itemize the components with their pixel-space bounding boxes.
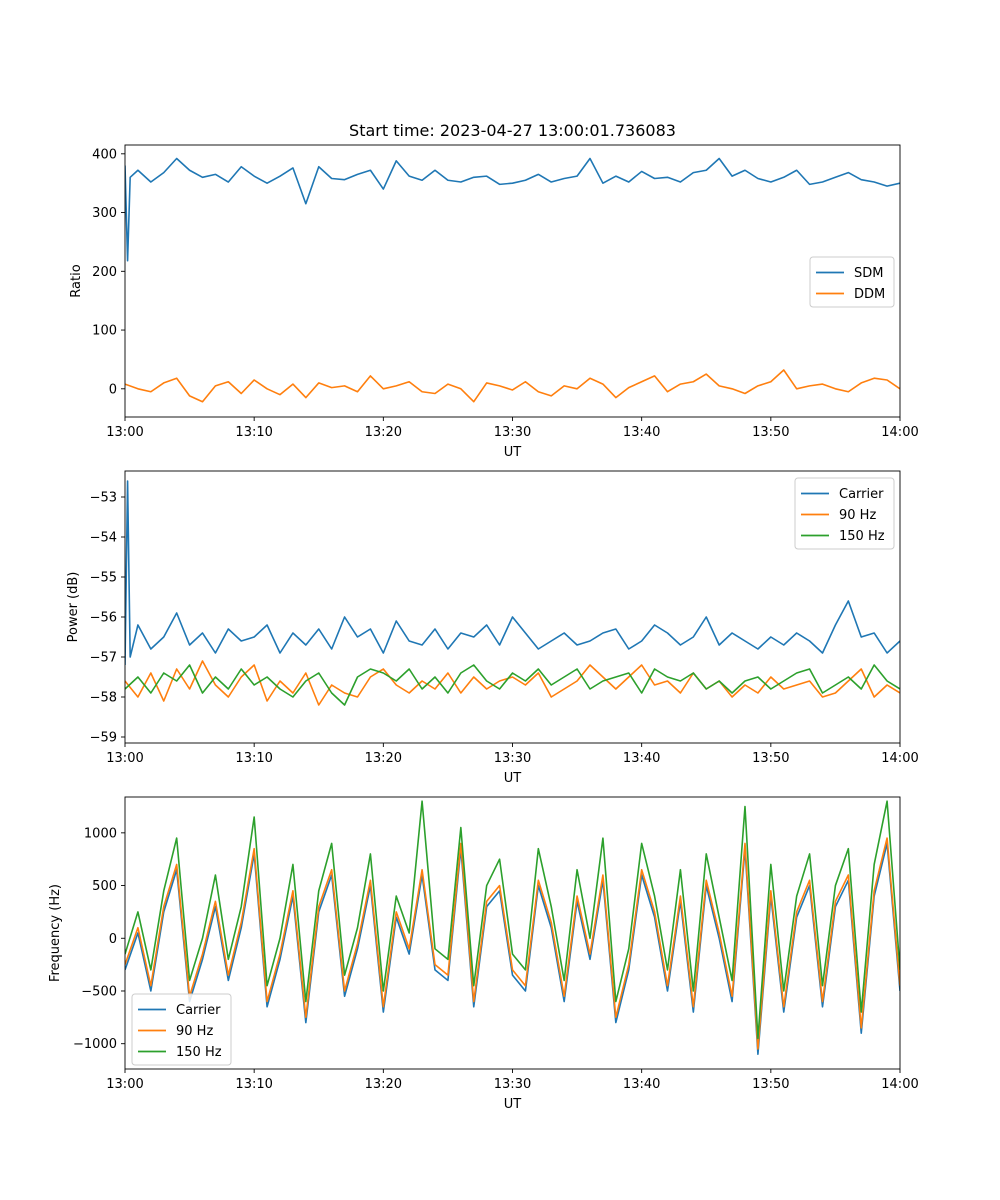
power-x-tick-label: 14:00 — [881, 751, 918, 766]
frequency-series-group — [125, 800, 900, 1056]
frequency-x-tick-label: 14:00 — [881, 1077, 918, 1092]
power-y-axis-label: Power (dB) — [66, 572, 81, 643]
power-legend-label-carrier: Carrier — [839, 487, 884, 502]
frequency-y-tick-label: 500 — [92, 879, 117, 894]
power-x-axis-label: UT — [504, 771, 522, 786]
frequency-x-tick-label: 13:40 — [623, 1077, 660, 1092]
frequency-series-90-hz-line — [125, 837, 900, 1050]
power-y-tick-label: −54 — [90, 531, 117, 546]
power-y-tick-label: −58 — [90, 691, 117, 706]
frequency-y-tick-label: 0 — [109, 932, 117, 947]
frequency-legend: Carrier 90 Hz 150 Hz — [131, 993, 232, 1066]
ratio-x-tick-label: 13:50 — [752, 425, 789, 440]
power-series-carrier-line — [125, 480, 900, 666]
ratio-x-tick-label: 13:00 — [106, 425, 143, 440]
power-series-90-hz-line — [125, 660, 900, 706]
figure-title: Start time: 2023-04-27 13:00:01.736083 — [349, 121, 676, 140]
ratio-x-tick-label: 13:40 — [623, 425, 660, 440]
power-y-tick-label: −57 — [90, 651, 117, 666]
ratio-legend-label-ddm: DDM — [854, 287, 885, 302]
power-panel: 13:00 13:10 13:20 13:30 13:40 13:50 14:00 −53 −5… — [66, 470, 919, 786]
frequency-legend-label-150-hz: 150 Hz — [176, 1045, 222, 1060]
frequency-y-tick-label: −500 — [81, 984, 117, 999]
power-x-tick-label: 13:50 — [752, 751, 789, 766]
frequency-legend-box — [131, 993, 232, 1066]
ratio-y-tick-label: 200 — [92, 265, 117, 280]
ratio-panel: 13:00 13:10 13:20 13:30 13:40 13:50 14:00 0 100 2… — [69, 144, 919, 460]
ratio-legend: SDM DDM — [809, 256, 895, 308]
frequency-y-axis-label: Frequency (Hz) — [48, 884, 63, 982]
frequency-panel: 13:00 13:10 13:20 13:30 13:40 13:50 14:00 1000 5… — [48, 796, 919, 1112]
power-x-tick-label: 13:00 — [106, 751, 143, 766]
frequency-legend-label-carrier: Carrier — [176, 1003, 221, 1018]
power-x-tick-label: 13:20 — [365, 751, 402, 766]
ratio-legend-box — [809, 256, 895, 308]
frequency-x-axis-label: UT — [504, 1097, 522, 1112]
ratio-x-axis-label: UT — [504, 445, 522, 460]
ratio-y-tick-label: 300 — [92, 206, 117, 221]
ratio-legend-label-sdm: SDM — [854, 266, 883, 281]
power-y-tick-label: −59 — [90, 731, 117, 746]
power-y-tick-label: −56 — [90, 611, 117, 626]
ratio-series-ddm-line — [125, 369, 900, 403]
power-y-tick-label: −55 — [90, 571, 117, 586]
frequency-x-tick-label: 13:50 — [752, 1077, 789, 1092]
ratio-x-tick-label: 13:20 — [365, 425, 402, 440]
power-series-group — [125, 480, 900, 706]
ratio-x-tick-label: 13:10 — [235, 425, 272, 440]
frequency-x-tick-label: 13:20 — [365, 1077, 402, 1092]
power-x-tick-label: 13:40 — [623, 751, 660, 766]
frequency-x-tick-label: 13:30 — [494, 1077, 531, 1092]
power-x-tick-label: 13:10 — [235, 751, 272, 766]
frequency-x-tick-label: 13:00 — [106, 1077, 143, 1092]
power-series-150-hz-line — [125, 664, 900, 706]
ratio-x-tick-label: 14:00 — [881, 425, 918, 440]
power-legend: Carrier 90 Hz 150 Hz — [794, 477, 895, 550]
frequency-series-150-hz-line — [125, 800, 900, 1040]
ratio-y-axis-label: Ratio — [69, 264, 84, 297]
ratio-series-group — [125, 157, 900, 403]
ratio-series-sdm-line — [125, 157, 900, 262]
power-x-tick-label: 13:30 — [494, 751, 531, 766]
power-legend-label-150-hz: 150 Hz — [839, 529, 885, 544]
ratio-y-tick-label: 0 — [109, 382, 117, 397]
frequency-legend-label-90-hz: 90 Hz — [176, 1024, 213, 1039]
ratio-x-tick-label: 13:30 — [494, 425, 531, 440]
frequency-y-tick-label: −1000 — [73, 1037, 117, 1052]
power-legend-label-90-hz: 90 Hz — [839, 508, 876, 523]
power-legend-box — [794, 477, 895, 550]
frequency-y-tick-label: 1000 — [84, 826, 117, 841]
power-y-tick-label: −53 — [90, 491, 117, 506]
ratio-y-tick-label: 100 — [92, 324, 117, 339]
frequency-x-tick-label: 13:10 — [235, 1077, 272, 1092]
ratio-y-tick-label: 400 — [92, 147, 117, 162]
